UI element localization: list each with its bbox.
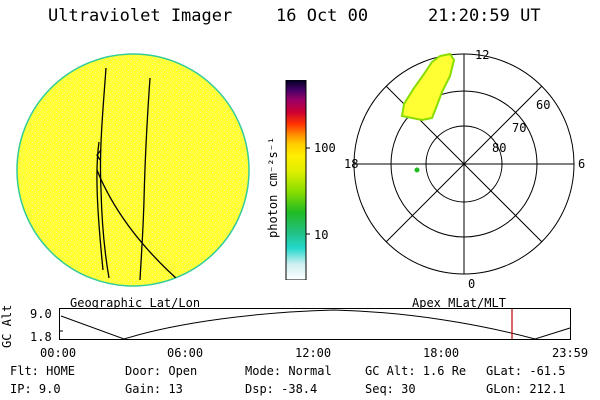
mlt-label-12: 12 bbox=[475, 48, 490, 62]
polar-mlat-mlt-plot bbox=[353, 52, 575, 275]
colorbar-tick-100: 100 bbox=[314, 141, 336, 155]
gc-alt-axis-label: GC Alt bbox=[0, 304, 14, 348]
gc-alt-tick-1.8: 1.8 bbox=[30, 330, 52, 344]
geographic-caption: Geographic Lat/Lon bbox=[70, 296, 201, 310]
mlat-label-60: 60 bbox=[536, 98, 551, 112]
mlt-label-0: 0 bbox=[468, 277, 476, 291]
mlt-label-6: 6 bbox=[578, 157, 586, 171]
mlt-label-18: 18 bbox=[344, 157, 359, 171]
ip-info: IP: 9.0 bbox=[10, 382, 61, 396]
time-tick-0000: 00:00 bbox=[40, 346, 77, 360]
seq-info: Seq: 30 bbox=[365, 382, 416, 396]
glat-info: GLat: -61.5 bbox=[486, 364, 566, 378]
glon-info: GLon: 212.1 bbox=[486, 382, 566, 396]
gain-info: Gain: 13 bbox=[125, 382, 183, 396]
gc-alt-info: GC Alt: 1.6 Re bbox=[365, 364, 467, 378]
date-label: 16 Oct 00 bbox=[276, 6, 369, 26]
spacecraft-footpoint-dot bbox=[414, 167, 420, 173]
gc-alt-tick-9: 9.0 bbox=[30, 307, 52, 321]
earth-disk bbox=[16, 53, 250, 287]
door-info: Door: Open bbox=[125, 364, 198, 378]
time-tick-2359: 23:59 bbox=[552, 346, 589, 360]
colorbar-tick-10: 10 bbox=[314, 228, 329, 242]
time-tick-1800: 18:00 bbox=[423, 346, 460, 360]
instrument-title: Ultraviolet Imager bbox=[48, 6, 233, 26]
colorbar-unit-label: photon cm⁻²s⁻¹ bbox=[266, 136, 280, 238]
coastline-lines bbox=[96, 67, 186, 286]
time-tick-1200: 12:00 bbox=[295, 346, 332, 360]
auroral-oval bbox=[400, 52, 456, 122]
altitude-time-plot bbox=[59, 308, 571, 340]
apex-caption: Apex MLat/MLT bbox=[412, 296, 506, 310]
mlat-label-70: 70 bbox=[512, 121, 527, 135]
flt-info: Flt: HOME bbox=[10, 364, 76, 378]
time-tick-0600: 06:00 bbox=[167, 346, 204, 360]
geographic-disk-image bbox=[16, 53, 250, 287]
dsp-info: Dsp: -38.4 bbox=[245, 382, 318, 396]
colorbar bbox=[285, 80, 310, 280]
time-label: 21:20:59 UT bbox=[428, 6, 541, 26]
mode-info: Mode: Normal bbox=[245, 364, 332, 378]
mlat-label-80: 80 bbox=[492, 141, 507, 155]
